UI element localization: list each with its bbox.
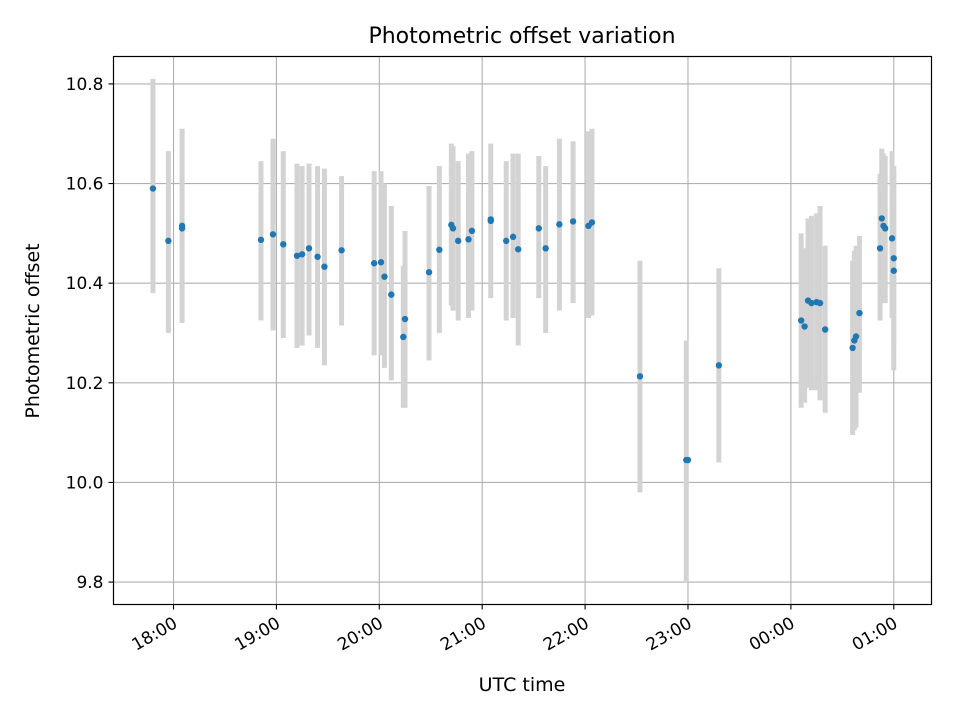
data-point: [852, 333, 860, 340]
data-point: [293, 252, 301, 259]
data-point: [298, 251, 306, 258]
data-point: [876, 245, 884, 252]
data-point: [509, 233, 517, 241]
y-axis-label: Photometric offset: [22, 243, 44, 418]
data-point: [535, 225, 542, 232]
data-point: [684, 456, 692, 464]
y-tick-label: 10.6: [66, 175, 104, 195]
data-point: [377, 259, 385, 266]
data-point: [400, 333, 407, 341]
data-point: [425, 269, 433, 276]
data-point: [797, 317, 805, 324]
data-point: [436, 246, 443, 253]
data-point: [381, 273, 388, 280]
y-axis-ticks: 9.8 10.0 10.2 10.4 10.6 10.8: [66, 75, 114, 593]
data-point: [878, 215, 885, 222]
y-tick-label: 10.8: [66, 75, 104, 95]
data-point: [305, 245, 313, 252]
data-point: [388, 291, 395, 298]
data-point: [849, 344, 856, 352]
data-point: [888, 235, 896, 242]
data-point: [280, 241, 287, 248]
plot-area-frame: [112, 55, 933, 606]
data-point: [370, 260, 378, 267]
data-point: [178, 222, 186, 230]
data-point: [636, 373, 644, 380]
y-tick-label: 10.4: [66, 274, 104, 294]
data-point: [515, 246, 522, 253]
data-point: [801, 323, 808, 330]
data-point: [149, 185, 157, 192]
data-point: [503, 237, 510, 245]
data-point: [821, 326, 829, 333]
y-tick-label: 9.8: [76, 573, 103, 593]
data-point: [569, 218, 577, 225]
data-point: [269, 231, 277, 238]
data-point: [468, 227, 476, 235]
data-point: [314, 253, 321, 260]
data-point: [401, 315, 409, 323]
data-point: [881, 225, 889, 232]
data-point: [556, 221, 563, 228]
y-tick-label: 10.2: [66, 374, 104, 394]
data-point: [808, 299, 815, 307]
data-point: [165, 237, 172, 245]
y-tick-label: 10.0: [66, 473, 104, 493]
data-point: [715, 362, 723, 369]
data-point: [257, 236, 265, 244]
chart-title: Photometric offset variation: [368, 24, 675, 49]
x-axis-label: UTC time: [479, 674, 566, 696]
data-point: [465, 236, 472, 243]
data-point: [856, 309, 863, 317]
data-point: [890, 255, 897, 262]
data-point: [588, 219, 596, 226]
data-point: [321, 263, 328, 270]
data-point: [454, 237, 462, 245]
data-point: [338, 247, 345, 254]
data-point: [816, 299, 824, 307]
data-point: [449, 225, 457, 232]
data-point: [542, 245, 549, 252]
data-point: [487, 216, 494, 223]
data-points: [149, 185, 897, 464]
data-point: [890, 267, 897, 274]
